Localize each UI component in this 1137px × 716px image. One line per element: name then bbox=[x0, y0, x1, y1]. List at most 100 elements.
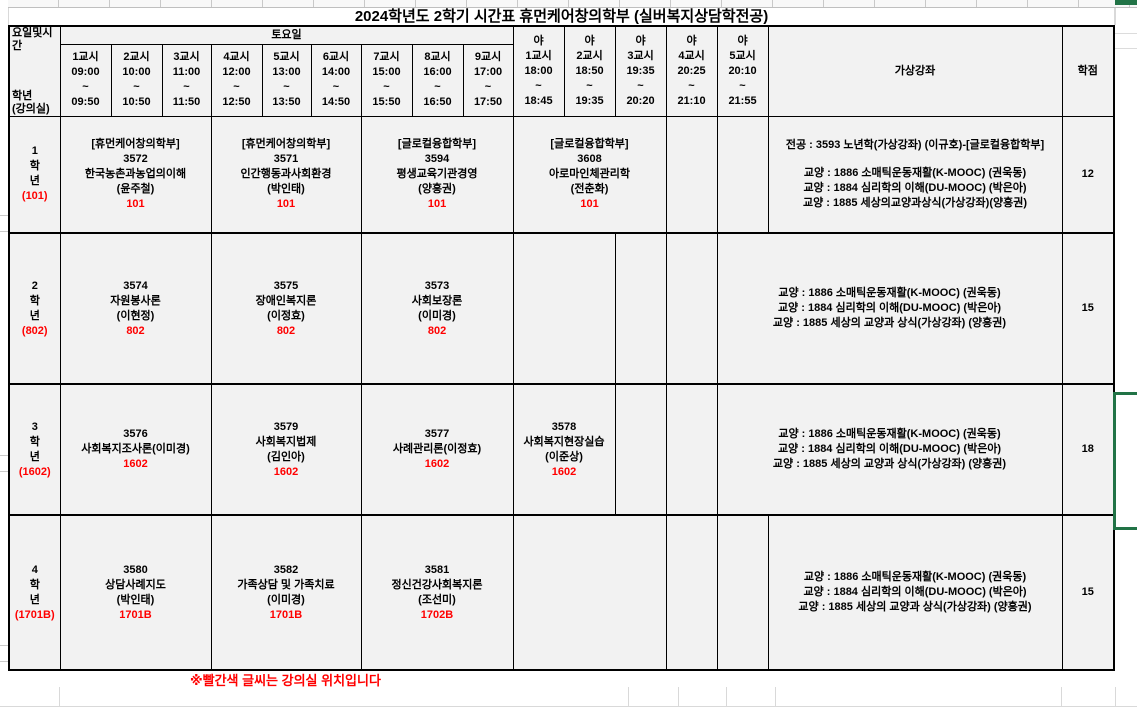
credit-cell[interactable]: 18 bbox=[1061, 383, 1115, 516]
virtual-courses-cell[interactable]: 교양 : 1886 소매틱운동재활(K-MOOC) (권욱동) 교양 : 188… bbox=[716, 383, 1063, 516]
virtual-line: 교양 : 1884 심리학의 이해(DU-MOOC) (박은아) bbox=[777, 302, 1002, 314]
course-cell[interactable]: 3580 상담사례지도 (박인태) 1701B bbox=[59, 514, 212, 671]
period-end: 17:50 bbox=[473, 96, 503, 108]
tilde: ~ bbox=[637, 79, 644, 92]
course-cell[interactable]: 3577 사례관리론(이정효) 1602 bbox=[360, 383, 514, 516]
night-start: 20:10 bbox=[728, 64, 757, 77]
course-name: 한국농촌과농업의이해 bbox=[84, 167, 187, 180]
day-period-header-cell[interactable]: 7교시 15:00 ~ 15:50 bbox=[360, 43, 413, 117]
course-code: 3574 bbox=[123, 279, 148, 292]
day-period-header-cell[interactable]: 2교시 10:00 ~ 10:50 bbox=[110, 43, 163, 117]
virtual-line: 교양 : 1884 심리학의 이해(DU-MOOC) (박은아) bbox=[803, 586, 1027, 598]
virtual-line: 교양 : 1885 세상의 교양과 상식(가상강좌) (양흥권) bbox=[772, 317, 1007, 329]
night-period: 2교시 bbox=[576, 49, 603, 62]
diagonal-empty-cell[interactable] bbox=[665, 514, 718, 671]
night-end: 19:35 bbox=[575, 94, 604, 107]
grade-number: 1 bbox=[31, 145, 38, 158]
diagonal-empty-cell[interactable] bbox=[665, 383, 718, 516]
period-label: 7교시 bbox=[373, 51, 400, 63]
virtual-courses-cell[interactable]: 전공 : 3593 노년학(가상강좌) (이규호)-[글로컬융합학부] 교양 :… bbox=[767, 115, 1063, 234]
course-name: 사회보장론 bbox=[411, 294, 463, 307]
day-period-header-cell[interactable]: 3교시 11:00 ~ 11:50 bbox=[161, 43, 212, 117]
course-cell[interactable]: 3573 사회보장론 (이미경) 802 bbox=[360, 232, 514, 385]
course-code: 3573 bbox=[424, 279, 450, 292]
course-room: 802 bbox=[126, 324, 145, 337]
corner-grade-label: 학년 (강의실) bbox=[12, 90, 50, 116]
tilde: ~ bbox=[688, 79, 695, 92]
gutter-gridline bbox=[0, 455, 8, 456]
night-end: 21:55 bbox=[728, 94, 757, 107]
credit-cell[interactable]: 12 bbox=[1061, 115, 1115, 234]
night-period: 4교시 bbox=[678, 49, 705, 62]
corner-room-text: (강의실) bbox=[12, 102, 50, 115]
virtual-courses-cell[interactable]: 교양 : 1886 소매틱운동재활(K-MOOC) (권욱동) 교양 : 188… bbox=[767, 514, 1063, 671]
day-period-header-cell[interactable]: 8교시 16:00 ~ 16:50 bbox=[411, 43, 464, 117]
credit-cell[interactable]: 15 bbox=[1061, 514, 1115, 671]
empty-slot-cell[interactable] bbox=[512, 514, 667, 671]
grade-cell[interactable]: 4 학 년 (1701B) bbox=[8, 514, 61, 671]
period-label: 5교시 bbox=[273, 51, 300, 63]
course-cell[interactable]: 3574 자원봉사론 (이현정) 802 bbox=[59, 232, 212, 385]
diagonal-empty-cell[interactable] bbox=[716, 514, 769, 671]
period-start: 14:00 bbox=[321, 66, 351, 78]
period-end: 14:50 bbox=[321, 96, 351, 108]
empty-slot-cell[interactable] bbox=[512, 232, 616, 385]
grade-room: (101) bbox=[21, 190, 48, 203]
night-prefix: 야 bbox=[737, 34, 748, 47]
top-right-green-marker bbox=[1115, 0, 1137, 5]
course-instructor: (김인아) bbox=[267, 450, 305, 463]
course-cell[interactable]: 3581 정신건강사회복지론 (조선미) 1702B bbox=[360, 514, 514, 671]
diagonal-empty-cell[interactable] bbox=[614, 232, 667, 385]
night-period-header-cell[interactable]: 야 2교시 18:50 ~ 19:35 bbox=[563, 25, 616, 117]
credit-cell[interactable]: 15 bbox=[1061, 232, 1115, 385]
day-period-header-cell[interactable]: 6교시 14:00 ~ 14:50 bbox=[310, 43, 362, 117]
selection-outline[interactable] bbox=[1113, 392, 1137, 530]
diagonal-empty-cell[interactable] bbox=[665, 115, 718, 234]
course-cell[interactable]: [휴먼케어창의학부] 3572 한국농촌과농업의이해 (윤주철) 101 bbox=[59, 115, 212, 234]
night-period-header-cell[interactable]: 야 5교시 20:10 ~ 21:55 bbox=[716, 25, 769, 117]
timetable-sheet: 2024학년도 2학기 시간표 휴먼케어창의학부 (실버복지상담학전공) 요일및… bbox=[8, 8, 1137, 691]
course-room: 1702B bbox=[420, 608, 454, 621]
grade-cell[interactable]: 1 학 년 (101) bbox=[8, 115, 61, 234]
virtual-course-header-cell[interactable]: 가상강좌 bbox=[767, 25, 1063, 117]
course-code: 3571 bbox=[273, 152, 299, 165]
diagonal-empty-cell[interactable] bbox=[665, 232, 718, 385]
course-cell[interactable]: [휴먼케어창의학부] 3571 인간행동과사회환경 (박인태) 101 bbox=[210, 115, 362, 234]
course-name: 자원봉사론 bbox=[110, 294, 161, 307]
saturday-header-cell[interactable]: 토요일 bbox=[59, 25, 514, 45]
course-cell[interactable]: 3575 장애인복지론 (이정효) 802 bbox=[210, 232, 362, 385]
night-prefix: 야 bbox=[584, 34, 595, 47]
night-period-header-cell[interactable]: 야 4교시 20:25 ~ 21:10 bbox=[665, 25, 718, 117]
period-start: 12:00 bbox=[222, 66, 251, 78]
virtual-line: 교양 : 1885 세상의 교양과 상식(가상강좌) (양흥권) bbox=[772, 458, 1007, 470]
period-label: 9교시 bbox=[474, 51, 502, 63]
night-prefix: 야 bbox=[635, 34, 646, 47]
night-period-header-cell[interactable]: 야 1교시 18:00 ~ 18:45 bbox=[512, 25, 565, 117]
course-cell[interactable]: [글로컬융합학부] 3594 평생교육기관경영 (양흥권) 101 bbox=[360, 115, 514, 234]
course-cell[interactable]: [글로컬융합학부] 3608 아로마인체관리학 (전춘화) 101 bbox=[512, 115, 667, 234]
course-cell[interactable]: 3578 사회복지현장실습 (이준상) 1602 bbox=[512, 383, 616, 516]
period-end: 15:50 bbox=[372, 96, 401, 108]
virtual-courses-cell[interactable]: 교양 : 1886 소매틱운동재활(K-MOOC) (권욱동) 교양 : 188… bbox=[716, 232, 1063, 385]
grade-char: 년 bbox=[29, 450, 40, 463]
course-instructor: (윤주철) bbox=[116, 182, 155, 195]
diagonal-empty-cell[interactable] bbox=[716, 115, 769, 234]
grade-cell[interactable]: 3 학 년 (1602) bbox=[8, 383, 61, 516]
diagonal-empty-cell[interactable] bbox=[614, 383, 667, 516]
night-period-header-cell[interactable]: 야 3교시 19:35 ~ 20:20 bbox=[614, 25, 667, 117]
day-period-header-cell[interactable]: 9교시 17:00 ~ 17:50 bbox=[462, 43, 514, 117]
grade-cell[interactable]: 2 학 년 (802) bbox=[8, 232, 61, 385]
course-code: 3581 bbox=[424, 563, 450, 576]
corner-cell[interactable]: 요일및시간 학년 (강의실) bbox=[8, 25, 61, 117]
period-start: 16:00 bbox=[423, 66, 452, 78]
period-label: 1교시 bbox=[72, 51, 99, 63]
course-cell[interactable]: 3576 사회복지조사론(이미경) 1602 bbox=[59, 383, 212, 516]
course-cell[interactable]: 3582 가족상담 및 가족치료 (이미경) 1701B bbox=[210, 514, 362, 671]
day-period-header-cell[interactable]: 4교시 12:00 ~ 12:50 bbox=[210, 43, 263, 117]
credit-header-cell[interactable]: 학점 bbox=[1061, 25, 1115, 117]
day-period-header-cell[interactable]: 5교시 13:00 ~ 13:50 bbox=[261, 43, 312, 117]
course-name: 아로마인체관리학 bbox=[549, 167, 630, 180]
course-cell[interactable]: 3579 사회복지법제 (김인아) 1602 bbox=[210, 383, 362, 516]
day-period-header-cell[interactable]: 1교시 09:00 ~ 09:50 bbox=[59, 43, 112, 117]
night-end: 20:20 bbox=[626, 94, 655, 107]
